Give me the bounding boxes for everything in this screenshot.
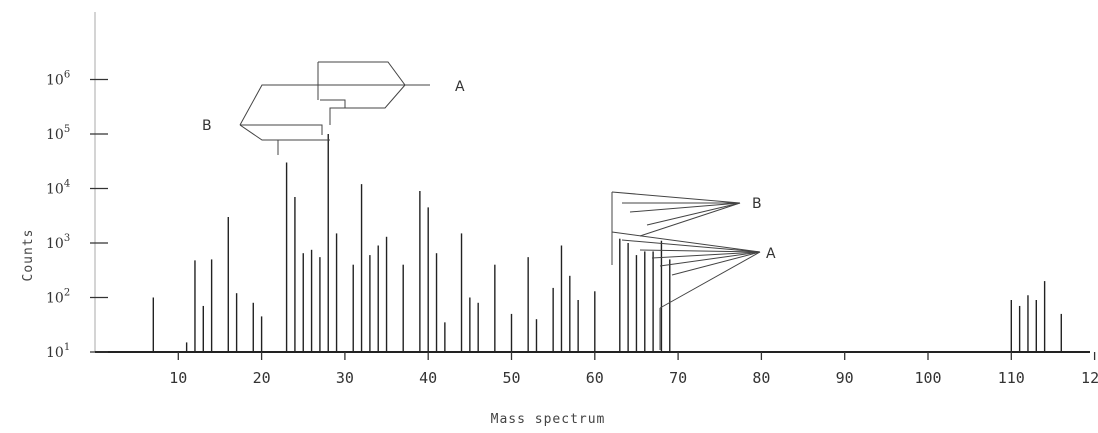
x-tick-label: 90 (836, 369, 854, 387)
y-tick-label: 105 (46, 124, 70, 143)
annotation-label: B (752, 196, 762, 212)
x-tick-label: 110 (998, 369, 1025, 387)
x-tick-label: 70 (669, 369, 687, 387)
annotation-leader (651, 251, 761, 259)
y-axis-label: Counts (21, 229, 36, 282)
peaks (152, 134, 1062, 352)
x-tick-label: 10 (169, 369, 187, 387)
x-axis-label: Mass spectrum (491, 412, 606, 427)
y-ticks: 101 102 103 104 105 106 (46, 70, 108, 361)
x-tick-label: 120 (1081, 369, 1098, 387)
annotation-leader (639, 249, 761, 253)
annotation-label: B (202, 118, 212, 134)
x-tick-label: 60 (586, 369, 604, 387)
annotation-leader (659, 251, 761, 309)
annotation-leader (611, 191, 741, 204)
y-tick-label: 106 (46, 70, 70, 89)
annotation-leader (329, 107, 345, 125)
annotation-leader (318, 61, 430, 86)
x-tick-label: 20 (253, 369, 271, 387)
annotation-label: A (455, 79, 465, 95)
annotation-leader (239, 124, 330, 141)
x-tick-label: 40 (419, 369, 437, 387)
annotation-leader (629, 202, 741, 213)
annotations: A B B A (202, 61, 776, 350)
x-tick-label: 50 (502, 369, 520, 387)
annotation-leader (320, 84, 406, 109)
y-tick-label: 101 (46, 342, 70, 361)
annotation-leader (639, 202, 741, 237)
y-tick-label: 103 (46, 233, 70, 252)
annotation-leader (621, 239, 761, 253)
y-axis (94, 12, 1090, 353)
y-tick-label: 104 (46, 179, 70, 198)
x-ticks: 10 20 30 40 50 60 70 80 90 100 110 120 (169, 352, 1098, 387)
x-tick-label: 80 (752, 369, 770, 387)
y-tick-label: 102 (46, 288, 70, 307)
annotation-leader (240, 124, 323, 135)
x-tick-label: 100 (914, 369, 941, 387)
annotation-leader (646, 202, 741, 226)
annotation-leader (611, 231, 761, 253)
annotation-leader (239, 84, 300, 126)
x-tick-label: 30 (336, 369, 354, 387)
annotation-leader (659, 251, 761, 267)
annotation-leader (671, 251, 761, 276)
annotation-label: A (766, 246, 776, 262)
